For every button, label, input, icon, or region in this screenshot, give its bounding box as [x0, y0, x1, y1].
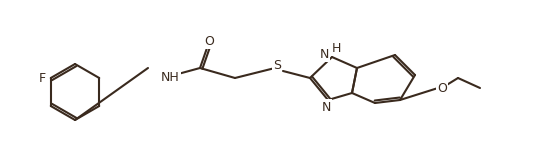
Text: O: O — [204, 34, 214, 47]
Text: F: F — [39, 71, 46, 85]
Text: N: N — [322, 101, 331, 113]
Text: O: O — [437, 81, 447, 95]
Text: NH: NH — [160, 71, 180, 83]
Text: N: N — [320, 47, 329, 61]
Text: S: S — [273, 59, 281, 71]
Text: H: H — [331, 41, 341, 55]
